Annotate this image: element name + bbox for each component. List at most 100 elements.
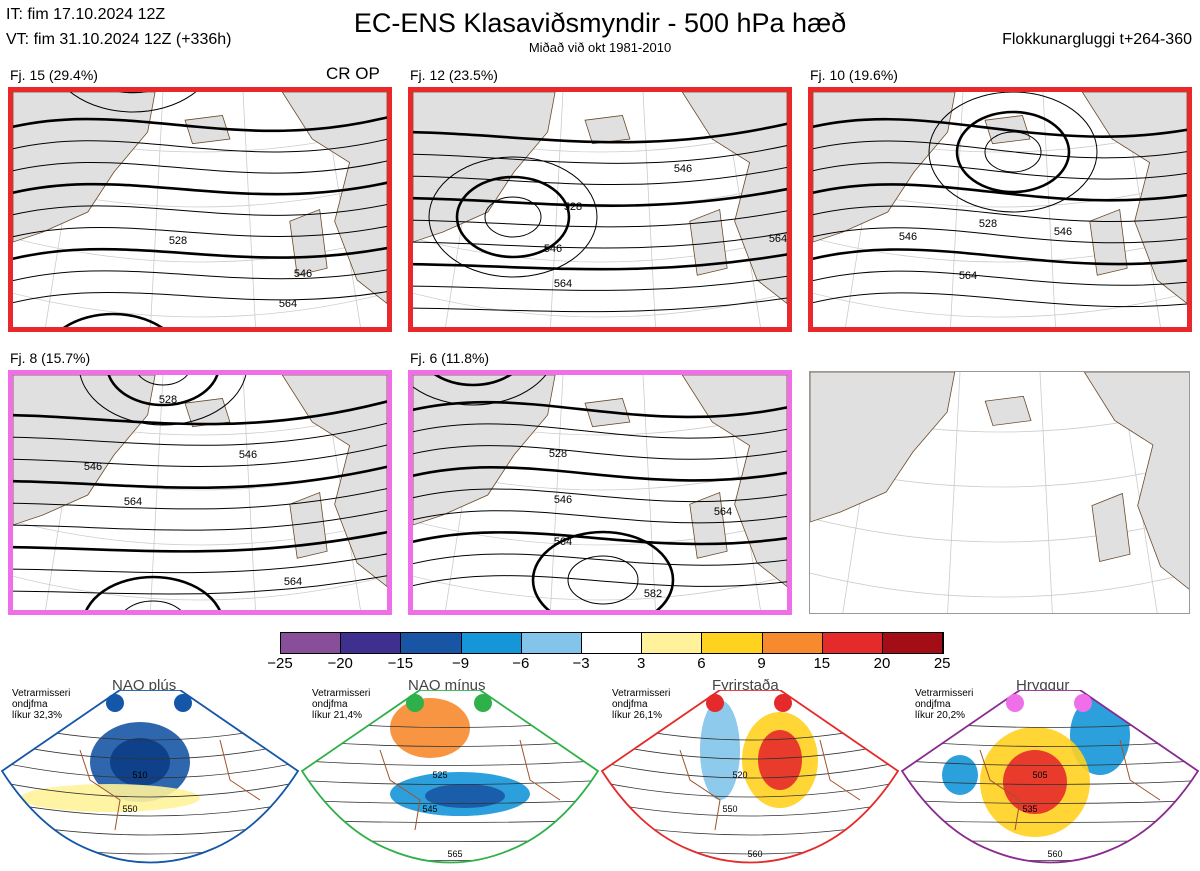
colorbar-tick: −15 xyxy=(387,655,414,672)
contour-label: 546 xyxy=(554,494,572,506)
contour-high xyxy=(124,600,182,610)
contour-label: 564 xyxy=(124,496,142,508)
contour-line xyxy=(813,162,1187,180)
contour-line xyxy=(13,444,387,467)
contour-low xyxy=(955,110,1071,194)
contour-label: 528 xyxy=(159,394,177,406)
regime-marker xyxy=(706,694,724,712)
cluster-map[interactable]: 528 546 564 546 564 xyxy=(8,370,392,615)
contour-line xyxy=(13,575,387,595)
contour-label: 564 xyxy=(714,506,732,518)
regime-outline xyxy=(600,690,900,864)
contour-line xyxy=(413,166,787,185)
contour-low xyxy=(107,375,219,407)
contour-label: 510 xyxy=(132,770,147,780)
page-subtitle: Miðað við okt 1981-2010 xyxy=(528,40,672,55)
regime-info: Vetrarmisseri ondjfma líkur 20,2% xyxy=(915,688,974,721)
colorbar-tick: 15 xyxy=(813,655,831,672)
contour-line xyxy=(902,799,1198,804)
contour-line xyxy=(2,759,298,779)
contour-line xyxy=(413,210,787,228)
regime-maps: 510 550 525 545 565 520 550 560 505 535 560 xyxy=(0,690,1200,864)
colorbar-tick: −9 xyxy=(452,655,470,672)
contour-label: 546 xyxy=(544,243,562,255)
coastline xyxy=(79,739,261,831)
cluster-map[interactable]: 528 546 564 546 564 xyxy=(408,87,792,332)
contour-label: 564 xyxy=(554,278,572,290)
contour-label: 564 xyxy=(279,298,297,310)
contour-line xyxy=(13,269,387,282)
contour-low xyxy=(928,92,1098,213)
contour-line xyxy=(13,116,387,133)
contour-line xyxy=(813,270,1187,286)
contour-label: 546 xyxy=(239,449,257,461)
colorbar-tick: −20 xyxy=(327,655,353,672)
colorbar-segment xyxy=(882,633,944,653)
colorbar-segment xyxy=(762,633,823,653)
contour-low xyxy=(433,375,513,387)
contour-line xyxy=(13,203,387,216)
contour-high xyxy=(531,530,675,610)
anomaly-area xyxy=(390,698,470,758)
contour-label: 582 xyxy=(644,588,662,600)
contour-line xyxy=(413,297,787,313)
regime-outline xyxy=(300,690,600,864)
contour-label: 546 xyxy=(1054,226,1072,238)
contour-label: 560 xyxy=(1047,849,1062,859)
contour-low xyxy=(138,375,188,386)
colorbar-tick: 25 xyxy=(933,655,951,672)
coastline xyxy=(379,739,561,831)
contour-line xyxy=(13,181,387,196)
contour-label: 528 xyxy=(564,201,582,213)
cluster-map[interactable]: 528 546 564 546 xyxy=(808,87,1192,332)
contour-line xyxy=(2,779,298,798)
regime-info: Vetrarmisseri ondjfma líkur 26,1% xyxy=(612,688,671,721)
regime-marker xyxy=(1074,694,1092,712)
contour-line xyxy=(13,465,387,489)
contour-line xyxy=(13,138,387,153)
contour-label: 550 xyxy=(722,804,737,814)
colorbar-tick: −3 xyxy=(572,655,590,672)
regime-marker xyxy=(474,694,492,712)
reference-map-svg xyxy=(810,372,1189,613)
contour-label: 505 xyxy=(1032,770,1047,780)
contour-line xyxy=(13,530,387,553)
contour-line xyxy=(413,232,787,249)
anomaly-area xyxy=(425,784,505,808)
cluster-label: Fj. 15 (29.4%) xyxy=(10,67,98,83)
anomaly-area xyxy=(110,738,170,786)
contour-low xyxy=(455,175,571,259)
colorbar-tick: 9 xyxy=(757,655,766,672)
contour-line xyxy=(302,779,598,785)
regime-outline xyxy=(0,690,300,864)
contour-low xyxy=(984,131,1042,173)
contour-high xyxy=(567,555,639,605)
contour-line xyxy=(13,246,387,261)
reference-map xyxy=(809,371,1190,614)
cluster-window: Flokkunargluggi t+264-360 xyxy=(1002,31,1192,48)
cluster-label: Fj. 8 (15.7%) xyxy=(10,350,91,366)
initial-time: IT: fim 17.10.2024 12Z xyxy=(6,6,166,23)
contour-line xyxy=(813,117,1187,138)
contour-label: 520 xyxy=(732,770,747,780)
colorbar-segment xyxy=(281,633,342,653)
cluster-map[interactable]: 528 546 564 xyxy=(8,87,392,332)
contour-line xyxy=(302,799,598,804)
colorbar-tick: 20 xyxy=(873,655,891,672)
anomaly-area xyxy=(942,755,978,795)
anomaly-area xyxy=(700,700,740,800)
contour-low xyxy=(69,92,197,113)
contour-label: 564 xyxy=(554,536,572,548)
contour-line xyxy=(13,400,387,426)
colorbar-tick: −6 xyxy=(512,655,530,672)
contour-label: 546 xyxy=(899,231,917,243)
contour-line xyxy=(602,779,898,798)
colorbar-segment xyxy=(702,633,763,653)
cluster-label: Fj. 6 (11.8%) xyxy=(410,350,490,366)
anomaly-area xyxy=(1003,750,1067,814)
contour-line xyxy=(413,145,787,164)
regime-map: 520 550 560 xyxy=(600,690,900,864)
cluster-map[interactable]: 528 546 564 582 564 xyxy=(408,370,792,615)
contour-line xyxy=(13,225,387,238)
coastline xyxy=(679,739,861,831)
